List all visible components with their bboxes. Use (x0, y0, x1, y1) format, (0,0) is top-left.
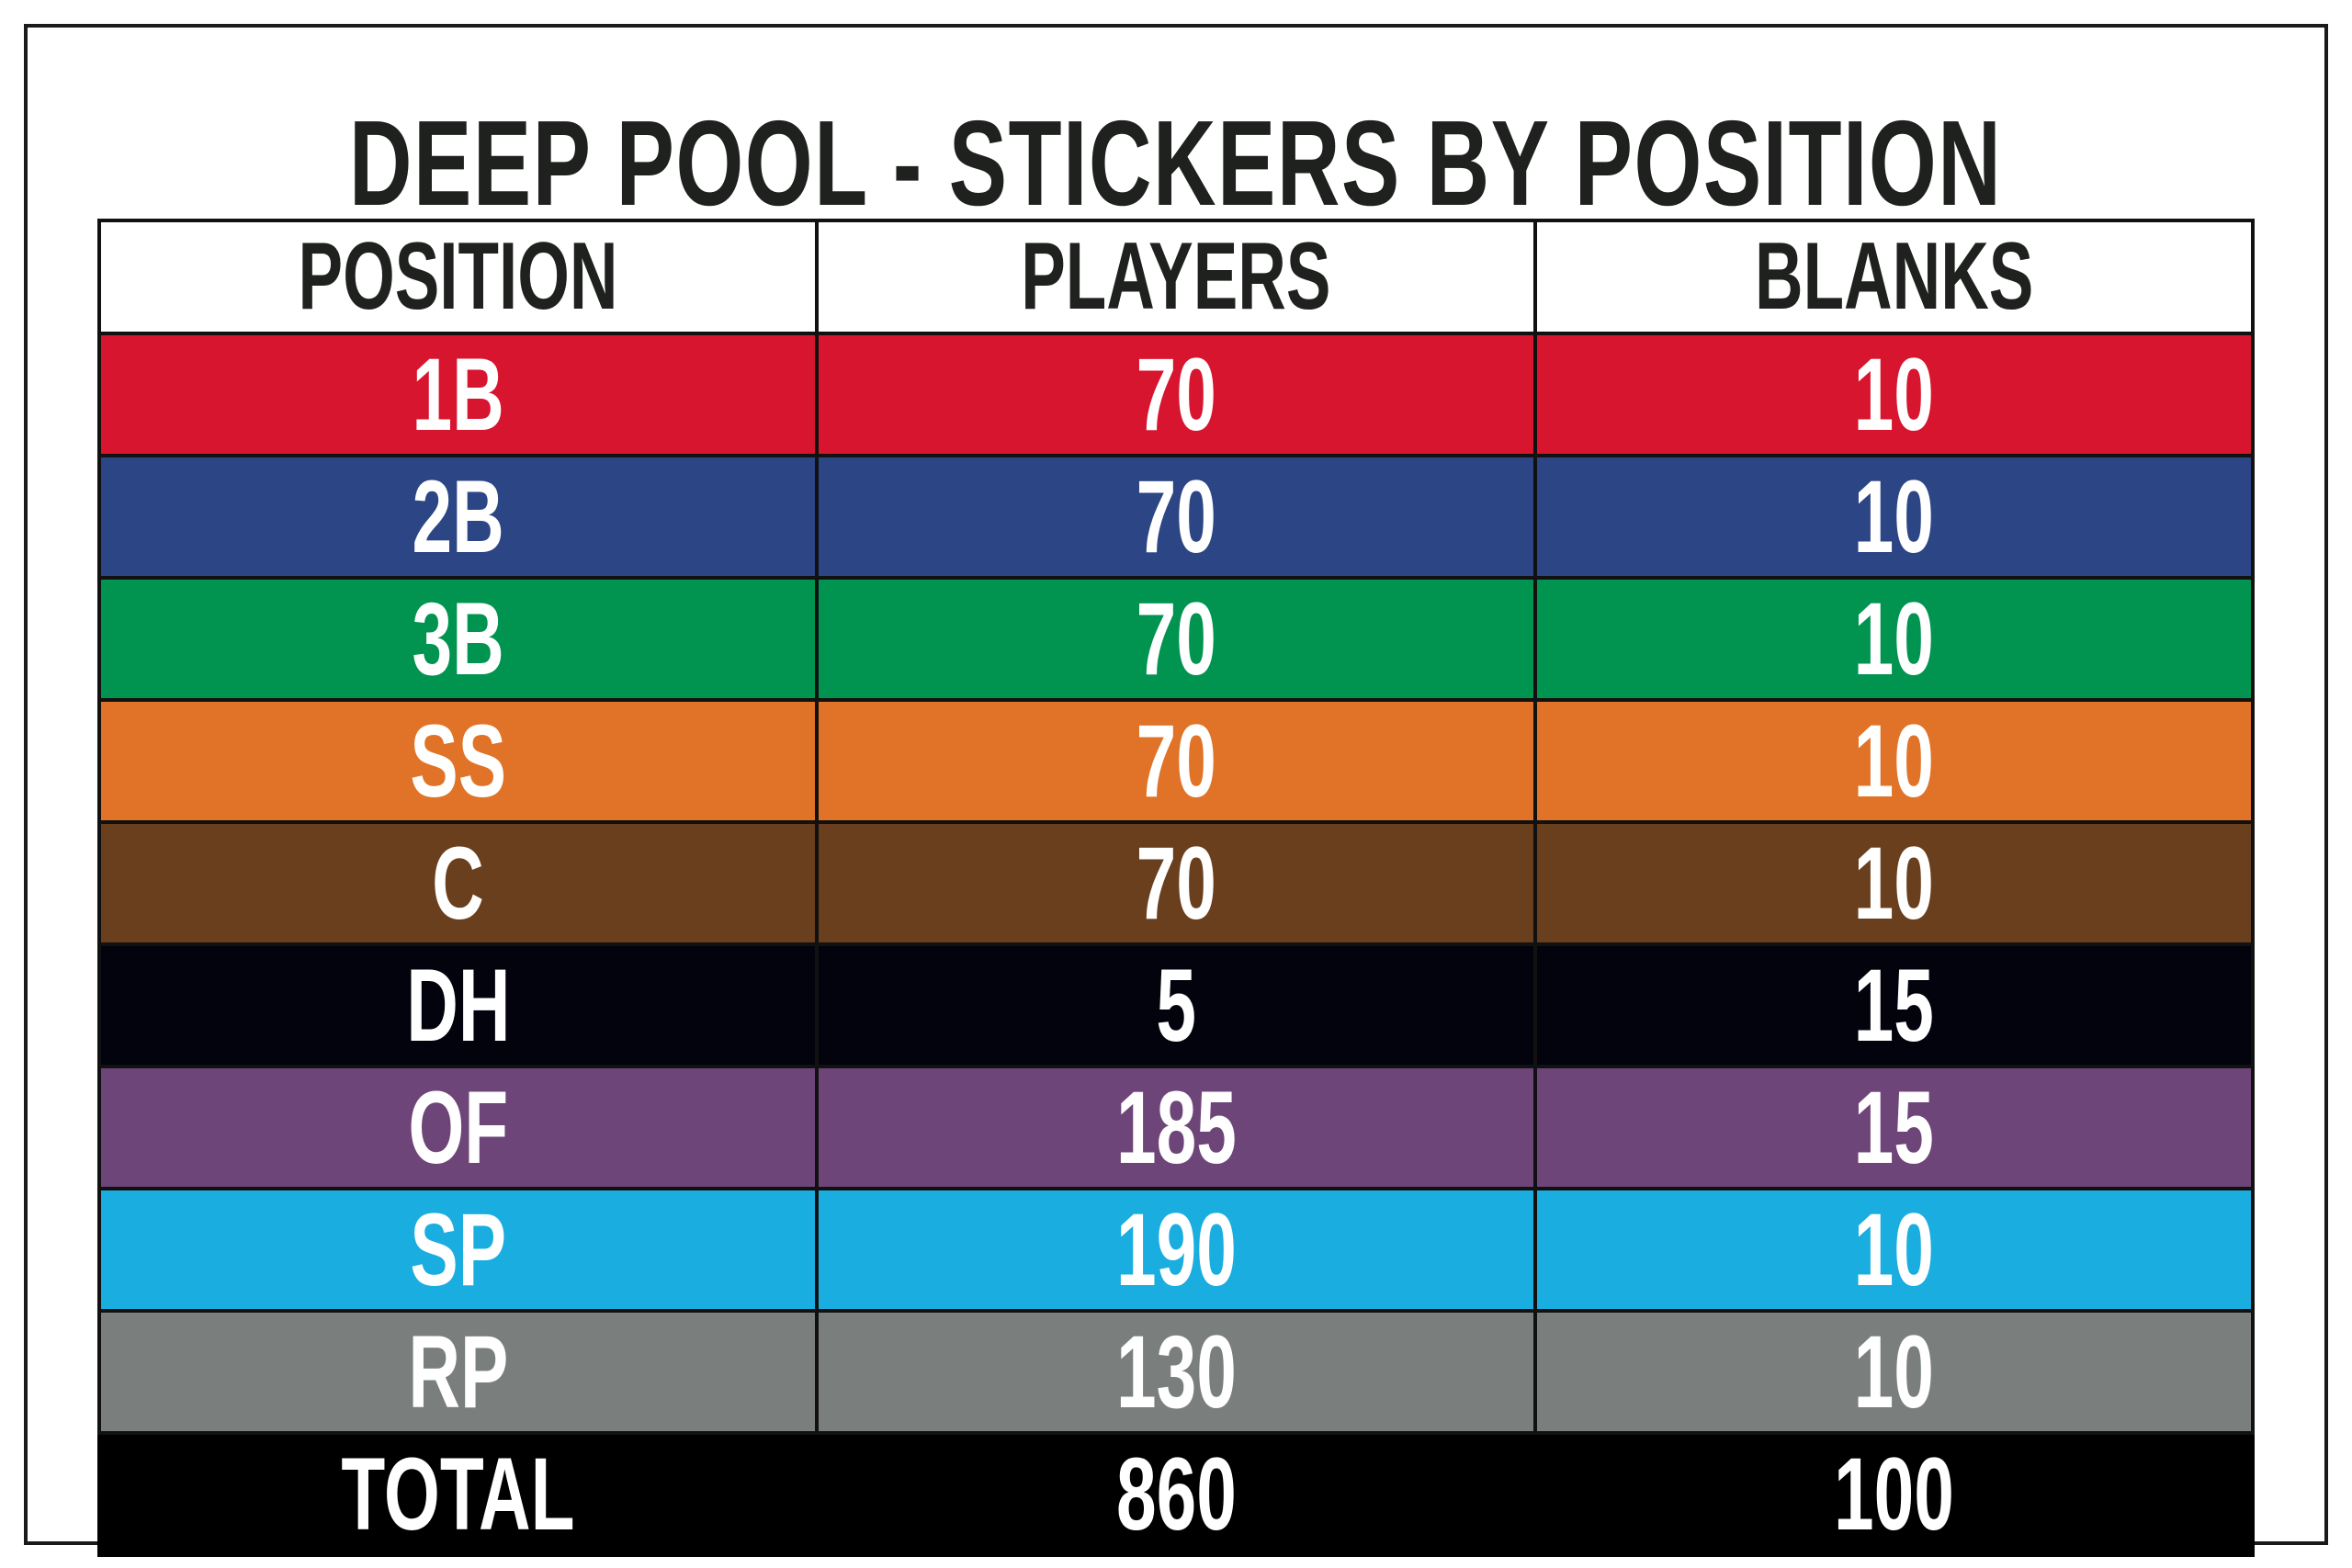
page-title-text: DEEP POOL - STICKERS BY POSITION (349, 96, 2003, 231)
position-value: 1B (412, 337, 504, 452)
header-players: PLAYERS (815, 219, 1537, 335)
players-cell: 70 (815, 576, 1537, 702)
position-value: C (432, 826, 484, 941)
players-cell: 5 (815, 942, 1537, 1068)
players-value: 70 (1136, 704, 1216, 818)
players-cell: 70 (815, 698, 1537, 824)
blanks-cell: 15 (1532, 942, 2256, 1068)
players-cell: 185 (815, 1065, 1537, 1190)
players-cell: 190 (815, 1187, 1537, 1313)
players-value: 70 (1136, 826, 1216, 941)
position-cell: 2B (96, 454, 820, 580)
blanks-cell: 15 (1532, 1065, 2256, 1190)
players-value: 70 (1136, 337, 1216, 452)
position-value: SP (410, 1192, 506, 1307)
blanks-value: 15 (1853, 948, 1934, 1063)
players-cell: 70 (815, 454, 1537, 580)
position-value: OF (408, 1070, 509, 1185)
header-blanks: BLANKS (1532, 219, 2256, 335)
header-players-label: PLAYERS (1021, 223, 1331, 330)
players-value: 130 (1115, 1314, 1237, 1429)
position-cell: RP (96, 1309, 820, 1435)
table-row: DH 5 15 (96, 942, 2256, 1068)
blanks-value: 10 (1853, 704, 1934, 818)
blanks-cell: 10 (1532, 820, 2256, 946)
stickers-table: POSITION PLAYERS BLANKS 1B 70 10 2B 70 10 3B 70… (96, 219, 2256, 1557)
header-row: POSITION PLAYERS BLANKS (96, 219, 2256, 335)
blanks-cell: 10 (1532, 576, 2256, 702)
blanks-cell: 10 (1532, 698, 2256, 824)
position-value: RP (408, 1314, 509, 1429)
players-cell: 860 (815, 1431, 1537, 1557)
blanks-value: 10 (1853, 337, 1934, 452)
blanks-value: 10 (1853, 826, 1934, 941)
table-row: 2B 70 10 (96, 454, 2256, 580)
blanks-value: 10 (1853, 1192, 1934, 1307)
players-value: 70 (1136, 459, 1216, 574)
position-cell: DH (96, 942, 820, 1068)
table-row: C 70 10 (96, 820, 2256, 946)
page-title: DEEP POOL - STICKERS BY POSITION (0, 99, 2352, 228)
table-row: 1B 70 10 (96, 332, 2256, 457)
position-cell: 1B (96, 332, 820, 457)
total-row: TOTAL 860 100 (96, 1431, 2256, 1557)
position-value: TOTAL (341, 1437, 575, 1551)
blanks-cell: 10 (1532, 1187, 2256, 1313)
position-cell: C (96, 820, 820, 946)
players-cell: 70 (815, 332, 1537, 457)
players-value: 70 (1136, 581, 1216, 696)
blanks-value: 10 (1853, 1314, 1934, 1429)
table-row: 3B 70 10 (96, 576, 2256, 702)
header-blanks-label: BLANKS (1754, 223, 2033, 330)
table-row: SS 70 10 (96, 698, 2256, 824)
position-cell: 3B (96, 576, 820, 702)
players-cell: 70 (815, 820, 1537, 946)
blanks-value: 10 (1853, 459, 1934, 574)
players-value: 190 (1115, 1192, 1237, 1307)
position-value: SS (410, 704, 506, 818)
blanks-cell: 10 (1532, 332, 2256, 457)
blanks-value: 10 (1853, 581, 1934, 696)
table-row: SP 190 10 (96, 1187, 2256, 1313)
position-cell: SS (96, 698, 820, 824)
table-row: OF 185 15 (96, 1065, 2256, 1190)
players-value: 5 (1156, 948, 1196, 1063)
position-value: 2B (412, 459, 504, 574)
blanks-value: 100 (1833, 1437, 1954, 1551)
players-value: 860 (1115, 1437, 1237, 1551)
blanks-value: 15 (1853, 1070, 1934, 1185)
table-row: RP 130 10 (96, 1309, 2256, 1435)
position-cell: TOTAL (96, 1431, 820, 1557)
blanks-cell: 10 (1532, 454, 2256, 580)
players-value: 185 (1115, 1070, 1237, 1185)
position-value: 3B (412, 581, 504, 696)
header-position-label: POSITION (298, 223, 618, 330)
players-cell: 130 (815, 1309, 1537, 1435)
blanks-cell: 10 (1532, 1309, 2256, 1435)
blanks-cell: 100 (1532, 1431, 2256, 1557)
header-position: POSITION (96, 219, 820, 335)
position-cell: OF (96, 1065, 820, 1190)
position-cell: SP (96, 1187, 820, 1313)
position-value: DH (406, 948, 511, 1063)
